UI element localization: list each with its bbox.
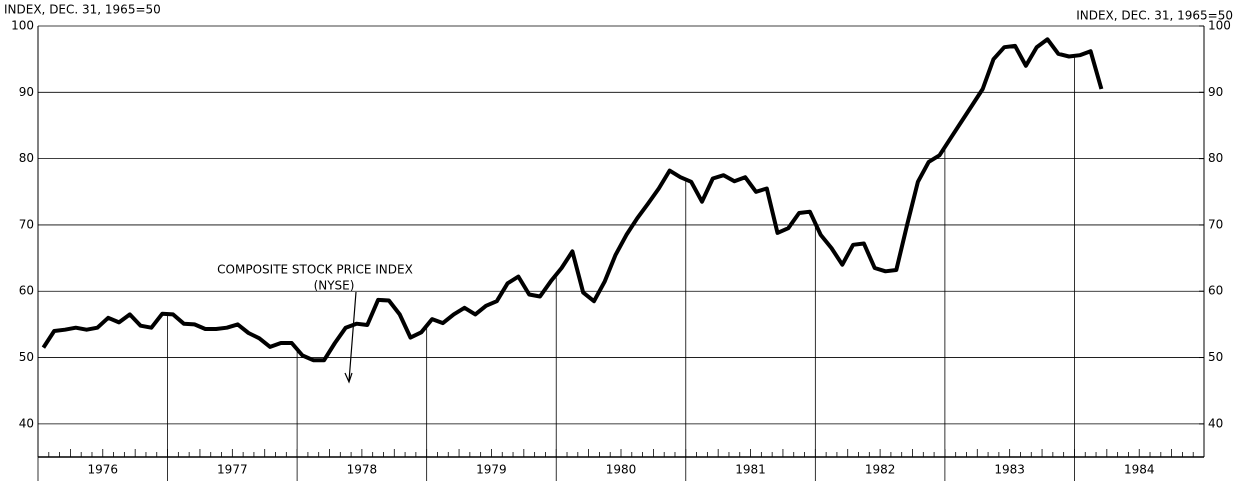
- y-tick-label: 40: [19, 416, 34, 430]
- y-tick-label: 70: [19, 217, 34, 231]
- y2-tick-label: 60: [1208, 284, 1223, 298]
- y-tick-label: 60: [19, 284, 34, 298]
- x-tick-label: 1978: [347, 463, 378, 477]
- x-tick-label: 1982: [865, 463, 896, 477]
- y-axis-label: INDEX, DEC. 31, 1965=50: [4, 3, 161, 17]
- annotation-arrow: [344, 291, 357, 384]
- y2-tick-label: 50: [1208, 350, 1223, 364]
- annotation: COMPOSITE STOCK PRICE INDEX: [217, 263, 413, 277]
- x-tick-label: 1979: [476, 463, 507, 477]
- y-tick-label: 100: [11, 19, 34, 33]
- x-tick-label: 1981: [735, 463, 766, 477]
- y-tick-label: 90: [19, 85, 34, 99]
- data-line: [41, 37, 1104, 363]
- y2-tick-label: 100: [1208, 19, 1231, 33]
- y2-tick-label: 70: [1208, 217, 1223, 231]
- x-tick-label: 1977: [217, 463, 248, 477]
- x-tick-label: 1976: [88, 463, 119, 477]
- y2-tick-label: 80: [1208, 151, 1223, 165]
- y2-tick-label: 40: [1208, 416, 1223, 430]
- y2-axis-label: INDEX, DEC. 31, 1965=50: [1076, 9, 1233, 23]
- annotation: (NYSE): [314, 279, 355, 293]
- y-tick-label: 50: [19, 350, 34, 364]
- x-tick-label: 1984: [1124, 463, 1155, 477]
- y-tick-label: 80: [19, 151, 34, 165]
- y2-tick-label: 90: [1208, 85, 1223, 99]
- x-tick-label: 1983: [994, 463, 1025, 477]
- x-tick-label: 1980: [606, 463, 637, 477]
